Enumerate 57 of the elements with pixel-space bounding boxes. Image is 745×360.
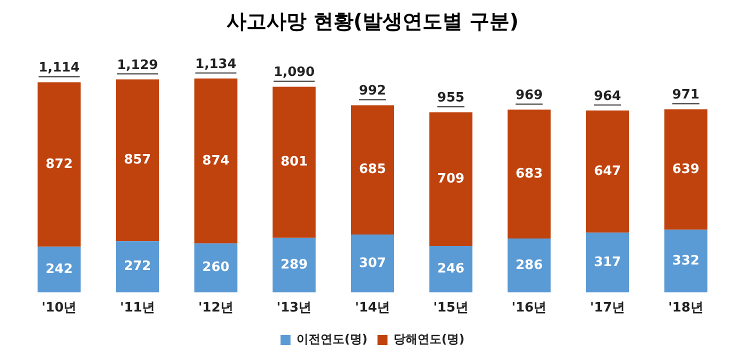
total-label: 971 xyxy=(672,88,700,103)
bar xyxy=(508,110,551,238)
data-label: 246 xyxy=(437,262,464,277)
bar xyxy=(508,238,551,292)
data-label: 683 xyxy=(516,166,543,182)
total-label: 955 xyxy=(437,90,464,106)
total-label: 1,129 xyxy=(116,58,158,73)
total-label: 1,090 xyxy=(274,65,315,80)
bar xyxy=(586,232,630,292)
data-label: 272 xyxy=(124,259,152,274)
bar xyxy=(586,110,630,233)
x-tick-label: '13년 xyxy=(276,300,312,316)
data-label: 242 xyxy=(46,262,73,277)
data-label: 260 xyxy=(202,260,230,276)
bar xyxy=(116,241,160,292)
data-label: 317 xyxy=(594,254,622,270)
data-label: 332 xyxy=(672,253,700,268)
data-label: 685 xyxy=(358,162,386,178)
bar xyxy=(429,246,472,292)
data-label: 639 xyxy=(672,162,700,177)
bar xyxy=(194,243,238,292)
x-tick-label: '12년 xyxy=(198,300,234,316)
bar xyxy=(38,246,81,292)
total-label: 1,134 xyxy=(195,56,236,72)
data-label: 872 xyxy=(46,156,73,172)
total-label: 964 xyxy=(594,88,622,104)
data-label: 289 xyxy=(280,258,308,273)
data-label: 709 xyxy=(437,171,464,186)
bar xyxy=(272,86,316,238)
bar xyxy=(350,105,394,234)
bar xyxy=(664,230,708,292)
bar xyxy=(116,79,160,242)
legend-label: 이전연도(명) xyxy=(296,332,368,346)
x-tick-label: '16년 xyxy=(512,300,547,316)
total-label: 1,114 xyxy=(38,60,80,76)
bar xyxy=(194,78,238,244)
total-label: 992 xyxy=(358,84,386,99)
data-label: 647 xyxy=(594,164,622,179)
bar xyxy=(38,82,81,247)
data-label: 857 xyxy=(124,152,152,168)
x-tick-label: '14년 xyxy=(354,300,390,316)
bar xyxy=(664,109,708,230)
legend-label: 당해연도(명) xyxy=(394,332,464,346)
data-label: 874 xyxy=(202,153,230,168)
data-label: 801 xyxy=(280,154,308,170)
bar xyxy=(350,234,394,292)
x-tick-label: '17년 xyxy=(590,300,626,316)
bar xyxy=(429,112,472,246)
chart-title: 사고사망 현황(발생연도별 구분) xyxy=(225,8,520,35)
x-tick-label: '15년 xyxy=(433,300,468,316)
x-tick-label: '11년 xyxy=(120,300,156,316)
total-label: 969 xyxy=(516,88,543,103)
data-label: 307 xyxy=(358,256,386,271)
x-tick-label: '18년 xyxy=(668,300,704,316)
data-label: 286 xyxy=(516,258,543,273)
bar xyxy=(272,238,316,292)
x-tick-label: '10년 xyxy=(42,300,77,316)
